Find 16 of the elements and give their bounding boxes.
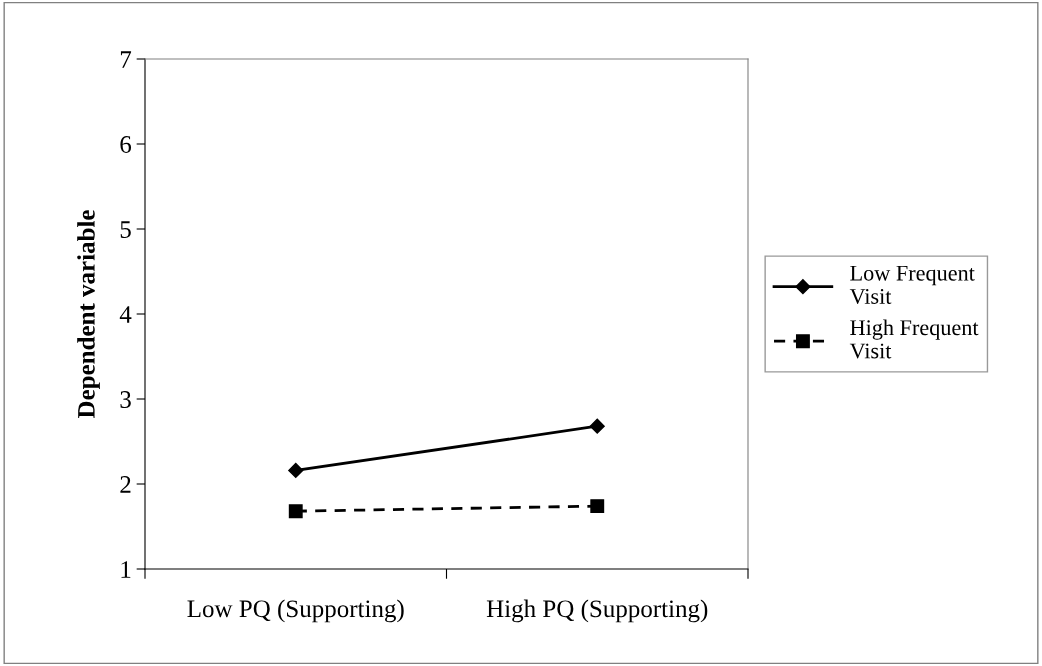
point: [590, 499, 605, 514]
x-tick-label: Low PQ (Supporting): [187, 599, 404, 623]
y-tick-label: 4: [119, 306, 132, 323]
point: [288, 504, 303, 519]
y-tick-label: 7: [120, 51, 132, 68]
y-tick-label: 1: [121, 561, 131, 578]
y-tick-label: 3: [120, 391, 131, 408]
point: [589, 418, 605, 434]
y-axis-title: Dependent variable: [77, 210, 100, 419]
y-tick-label: 5: [120, 221, 131, 238]
x-tick-label: High PQ (Supporting): [486, 599, 708, 623]
y-tick-label: 2: [120, 476, 131, 493]
point: [288, 462, 304, 478]
legend-label: Low Frequent Visit: [849, 265, 975, 305]
y-tick-label: 6: [120, 136, 132, 153]
legend-label: High Frequent Visit: [849, 319, 979, 359]
